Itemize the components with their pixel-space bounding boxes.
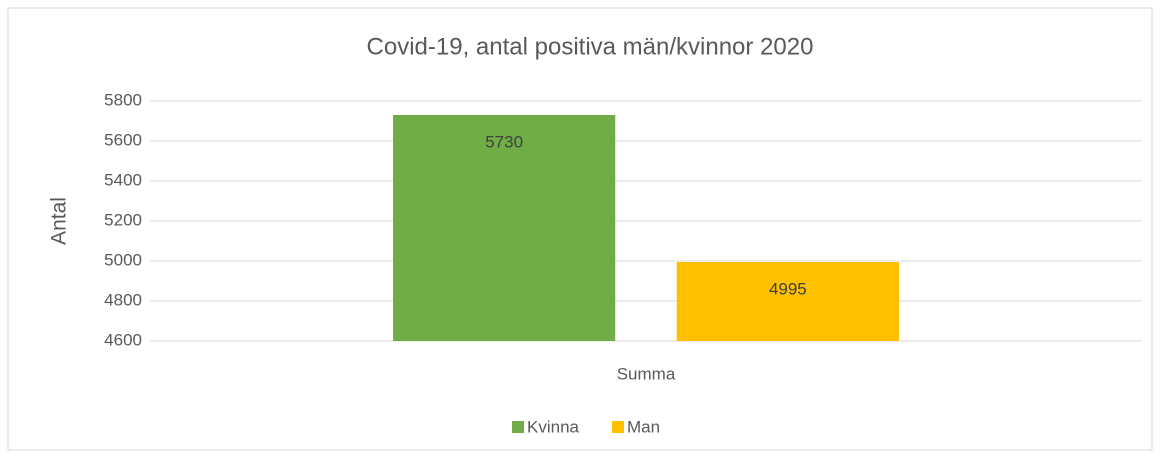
- y-tick-label: 4800: [104, 290, 142, 309]
- y-axis-label: Antal: [48, 197, 71, 245]
- chart-title: Covid-19, antal positiva män/kvinnor 202…: [367, 33, 814, 60]
- bar: [676, 262, 899, 341]
- legend-label: Kvinna: [527, 417, 580, 436]
- y-tick-label: 4600: [104, 330, 142, 349]
- data-label: 5730: [485, 132, 523, 151]
- y-tick-label: 5200: [104, 210, 142, 229]
- legend-swatch: [612, 421, 624, 433]
- y-tick-label: 5400: [104, 170, 142, 189]
- x-tick-label: Summa: [617, 364, 676, 383]
- legend-label: Man: [627, 417, 660, 436]
- y-tick-label: 5600: [104, 130, 142, 149]
- y-tick-label: 5800: [104, 90, 142, 109]
- data-label: 4995: [769, 279, 807, 298]
- y-tick-label: 5000: [104, 250, 142, 269]
- legend-swatch: [512, 421, 524, 433]
- bar: [393, 115, 616, 341]
